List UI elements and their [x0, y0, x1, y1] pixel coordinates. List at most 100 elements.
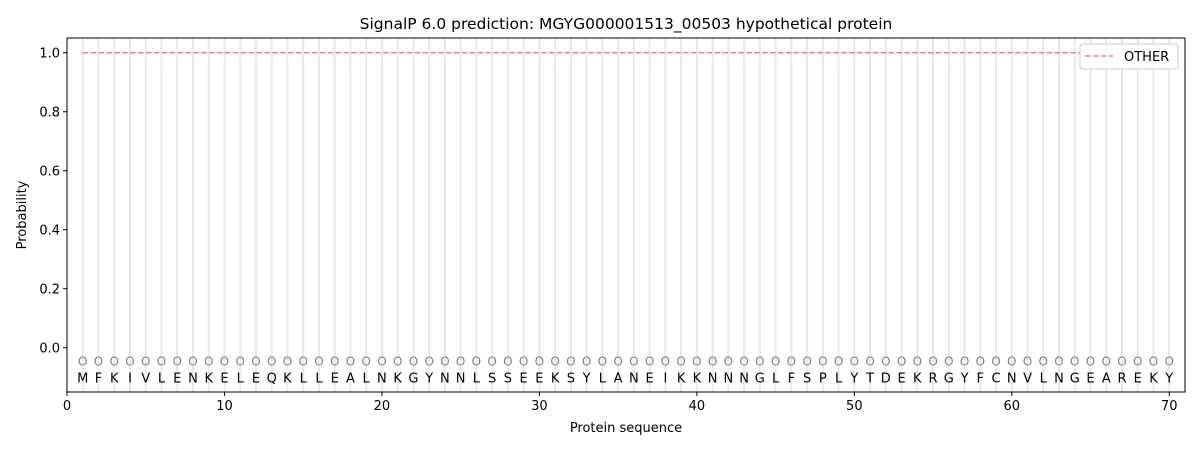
y-tick-label: 0.4 [39, 223, 60, 238]
residue-label: L [158, 371, 166, 386]
residue-label: G [944, 371, 954, 386]
residue-label: E [252, 371, 260, 386]
residue-label: Y [1164, 371, 1173, 386]
predicted-label-marker: O [991, 355, 1000, 369]
predicted-label-marker: O [283, 355, 292, 369]
residue-label: E [173, 371, 181, 386]
residue-label: L [1040, 371, 1048, 386]
residue-label: L [473, 371, 481, 386]
predicted-label-marker: O [566, 355, 575, 369]
residue-label: L [772, 371, 780, 386]
predicted-label-marker: O [629, 355, 638, 369]
predicted-label-marker: O [1054, 355, 1063, 369]
predicted-label-marker: O [944, 355, 953, 369]
x-tick-label: 10 [216, 399, 233, 414]
predicted-label-marker: O [1086, 355, 1095, 369]
residue-label: S [504, 371, 512, 386]
residue-label: K [1149, 371, 1158, 386]
residue-label: K [677, 371, 686, 386]
predicted-label-marker: O [346, 355, 355, 369]
residue-label: A [346, 371, 355, 386]
predicted-label-marker: O [834, 355, 843, 369]
predicted-label-marker: O [1117, 355, 1126, 369]
predicted-label-marker: O [1039, 355, 1048, 369]
residue-label: N [1054, 371, 1064, 386]
residue-label: Q [267, 371, 277, 386]
residue-label: V [141, 371, 150, 386]
residue-label: N [377, 371, 387, 386]
predicted-label-marker: O [172, 355, 181, 369]
predicted-label-marker: O [582, 355, 591, 369]
residue-label: Y [582, 371, 591, 386]
predicted-label-marker: O [314, 355, 323, 369]
residue-label: G [755, 371, 765, 386]
predicted-label-marker: O [110, 355, 119, 369]
predicted-label-marker: O [850, 355, 859, 369]
predicted-label-marker: O [613, 355, 622, 369]
predicted-label-marker: O [771, 355, 780, 369]
predicted-label-marker: O [503, 355, 512, 369]
y-axis-label: Probability [15, 180, 30, 249]
predicted-label-marker: O [676, 355, 685, 369]
x-tick-label: 50 [846, 399, 863, 414]
predicted-label-marker: O [251, 355, 260, 369]
x-tick-label: 30 [531, 399, 548, 414]
predicted-label-marker: O [267, 355, 276, 369]
predicted-label-marker: O [78, 355, 87, 369]
residue-label: N [629, 371, 639, 386]
x-tick-label: 20 [374, 399, 391, 414]
predicted-label-marker: O [661, 355, 670, 369]
residue-label: N [723, 371, 733, 386]
residue-label: L [599, 371, 607, 386]
predicted-label-marker: O [220, 355, 229, 369]
residue-label: N [739, 371, 749, 386]
predicted-label-marker: O [330, 355, 339, 369]
predicted-label-marker: O [157, 355, 166, 369]
residue-label: N [1007, 371, 1017, 386]
predicted-label-marker: O [913, 355, 922, 369]
residue-label: N [188, 371, 198, 386]
residue-label: L [835, 371, 843, 386]
predicted-label-marker: O [818, 355, 827, 369]
plot-area-frame [66, 37, 1186, 393]
predicted-label-marker: O [802, 355, 811, 369]
residue-label: F [788, 371, 795, 386]
predicted-label-marker: O [1070, 355, 1079, 369]
predicted-label-marker: O [377, 355, 386, 369]
predicted-label-marker: O [535, 355, 544, 369]
chart-title: SignalP 6.0 prediction: MGYG000001513_00… [360, 15, 893, 34]
residue-label: T [865, 371, 874, 386]
y-tick-label: 1.0 [39, 46, 60, 61]
residue-label: N [440, 371, 450, 386]
residue-label: K [110, 371, 119, 386]
residue-label: E [520, 371, 528, 386]
residue-label: L [237, 371, 245, 386]
residue-label: L [363, 371, 371, 386]
predicted-label-marker: O [787, 355, 796, 369]
residue-label: K [283, 371, 292, 386]
residue-label: E [535, 371, 543, 386]
residue-label: E [646, 371, 654, 386]
predicted-label-marker: O [960, 355, 969, 369]
residue-label: G [1070, 371, 1080, 386]
predicted-label-marker: O [739, 355, 748, 369]
predicted-label-marker: O [645, 355, 654, 369]
predicted-label-marker: O [928, 355, 937, 369]
residue-label: A [614, 371, 623, 386]
residue-label: S [803, 371, 811, 386]
residue-label: N [708, 371, 718, 386]
predicted-label-marker: O [424, 355, 433, 369]
residue-label: L [315, 371, 323, 386]
residue-label: A [1102, 371, 1111, 386]
predicted-label-marker: O [298, 355, 307, 369]
residue-label: E [220, 371, 228, 386]
y-tick-label: 0.8 [39, 105, 60, 120]
predicted-label-marker: O [94, 355, 103, 369]
predicted-label-marker: O [1007, 355, 1016, 369]
legend: OTHER [1079, 43, 1179, 70]
residue-label: Y [424, 371, 433, 386]
predicted-label-marker: O [456, 355, 465, 369]
residue-label: K [913, 371, 922, 386]
predicted-label-marker: O [361, 355, 370, 369]
